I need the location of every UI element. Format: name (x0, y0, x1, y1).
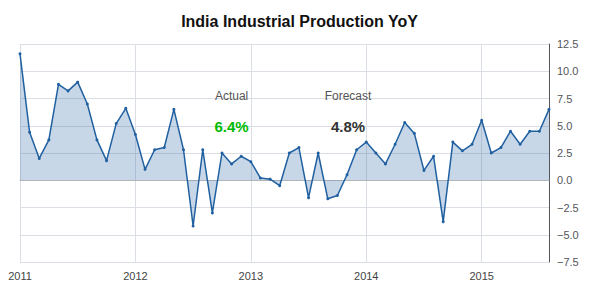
svg-text:Actual: Actual (215, 89, 248, 103)
svg-text:7.5: 7.5 (557, 93, 572, 105)
svg-text:10.0: 10.0 (557, 65, 578, 77)
svg-text:2013: 2013 (239, 270, 263, 282)
svg-text:0.0: 0.0 (557, 174, 572, 186)
svg-text:2015: 2015 (469, 270, 493, 282)
svg-text:5.0: 5.0 (557, 120, 572, 132)
svg-text:−2.5: −2.5 (557, 202, 579, 214)
svg-text:Forecast: Forecast (325, 89, 372, 103)
svg-text:−7.5: −7.5 (557, 256, 579, 268)
svg-text:4.8%: 4.8% (331, 118, 365, 135)
svg-text:12.5: 12.5 (557, 38, 578, 50)
svg-text:6.4%: 6.4% (214, 118, 248, 135)
svg-text:−5.0: −5.0 (557, 229, 579, 241)
svg-text:2014: 2014 (354, 270, 378, 282)
svg-text:2012: 2012 (123, 270, 147, 282)
svg-text:2011: 2011 (8, 270, 32, 282)
svg-text:2.5: 2.5 (557, 147, 572, 159)
svg-text:India Industrial Production Yo: India Industrial Production YoY (181, 13, 418, 30)
